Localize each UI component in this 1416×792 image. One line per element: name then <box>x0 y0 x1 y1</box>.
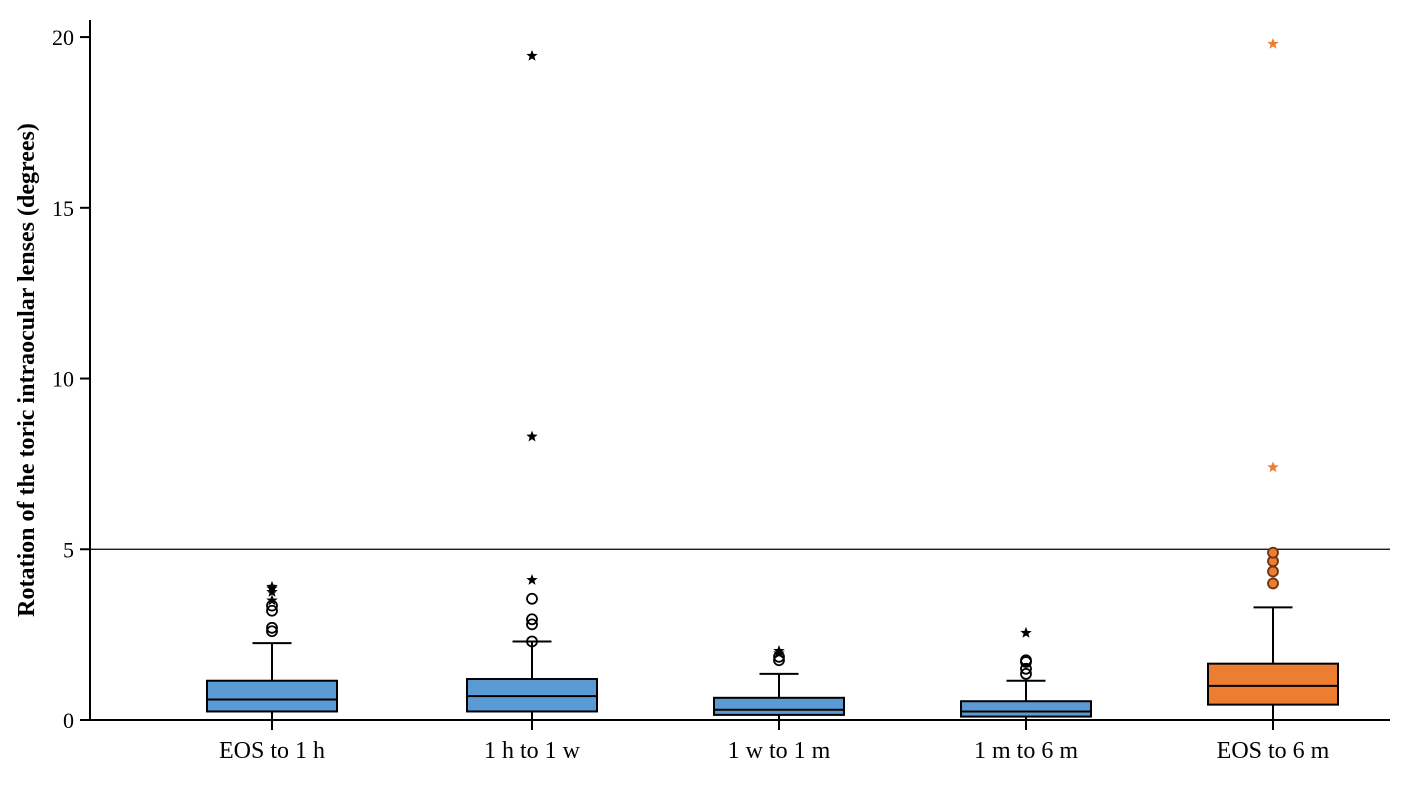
chart-svg: 0 5 10 15 20 Rotation of the toric intraocula… <box>0 0 1416 792</box>
outlier-circle <box>1268 548 1278 558</box>
y-tick-label: 15 <box>52 196 74 221</box>
outlier-star <box>1267 461 1278 472</box>
box <box>207 681 337 712</box>
y-tick-label: 5 <box>63 537 74 562</box>
x-tick-label: 1 h to 1 w <box>484 738 581 764</box>
x-tick-label: 1 m to 6 m <box>974 738 1078 764</box>
outlier-star <box>526 431 537 442</box>
y-tick-label: 0 <box>63 708 74 733</box>
outlier-circle <box>527 594 537 604</box>
outlier-circle <box>1268 578 1278 588</box>
outlier-star <box>526 574 537 585</box>
box <box>714 698 844 715</box>
x-tick-label: EOS to 1 h <box>219 738 325 764</box>
y-axis-label: Rotation of the toric intraocular lenses… <box>14 123 40 617</box>
boxplot-chart: 0 5 10 15 20 Rotation of the toric intraocula… <box>0 0 1416 792</box>
y-tick-label: 10 <box>52 367 74 392</box>
outlier-circle <box>1268 566 1278 576</box>
outlier-star <box>1267 38 1278 49</box>
box <box>961 701 1091 716</box>
outlier-star <box>1020 627 1031 638</box>
x-tick-label: EOS to 6 m <box>1217 738 1330 764</box>
box <box>1208 664 1338 705</box>
x-tick-label: 1 w to 1 m <box>728 738 831 764</box>
outlier-star <box>526 50 537 61</box>
y-tick-label: 20 <box>52 25 74 50</box>
